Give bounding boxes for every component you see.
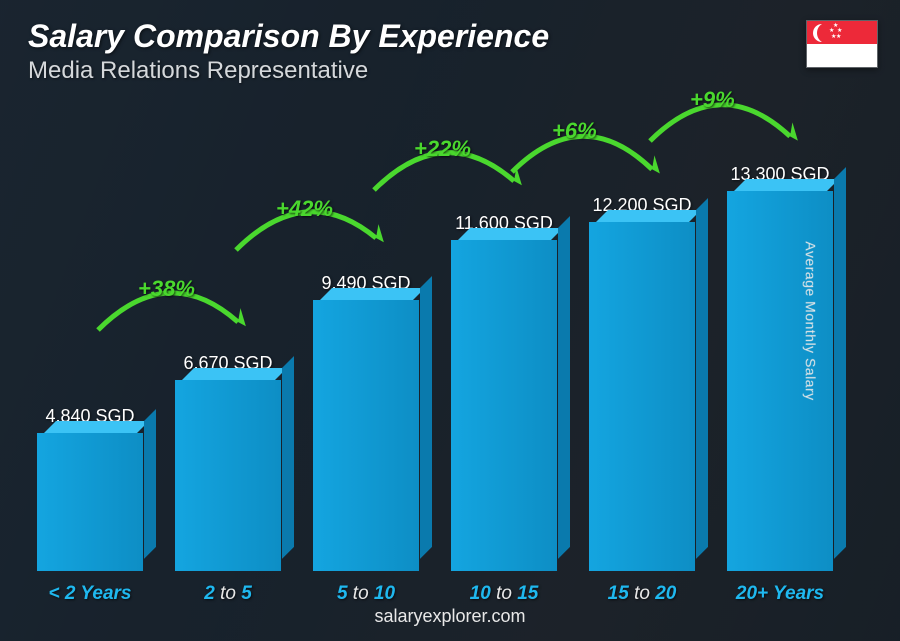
bar-top [320,288,425,300]
bar-front [313,300,419,571]
category-label: 20+ Years [696,583,864,605]
pct-label: +38% [138,276,195,302]
bar-wrap: 12,200 SGD15 to 20+6% [582,195,702,571]
pct-arc: +22% [364,130,524,210]
bar [168,380,288,571]
y-axis-label: Average Monthly Salary [802,241,818,400]
bar [720,191,840,571]
bar-wrap: 4,840 SGD< 2 Years [30,406,150,571]
bar-top [182,368,287,380]
bar-side [696,198,708,559]
bar-top [596,210,701,222]
bar-wrap: 6,670 SGD2 to 5+38% [168,353,288,571]
bar [30,433,150,571]
bar [444,240,564,571]
bar-wrap: 11,600 SGD10 to 15+22% [444,213,564,571]
bar [306,300,426,571]
bar-front [175,380,281,571]
pct-arc: +9% [640,81,800,161]
pct-arc: +38% [88,270,248,350]
bar-top [458,228,563,240]
pct-label: +42% [276,196,333,222]
bar-wrap: 9,490 SGD5 to 10+42% [306,273,426,571]
footer-source: salaryexplorer.com [0,606,900,627]
bar-chart: 4,840 SGD< 2 Years6,670 SGD2 to 5+38%9,4… [30,110,840,571]
pct-arc: +42% [226,190,386,270]
bar-front [37,433,143,571]
pct-arc: +6% [502,112,662,192]
pct-label: +9% [690,87,735,113]
bar-side [282,356,294,559]
pct-label: +22% [414,136,471,162]
chart-title: Salary Comparison By Experience [28,18,872,55]
bar-side [558,216,570,559]
flag-bottom [807,44,877,67]
bar-side [420,276,432,559]
header: Salary Comparison By Experience Media Re… [0,0,900,85]
bar-front [451,240,557,571]
pct-label: +6% [552,118,597,144]
bar-wrap: 13,300 SGD20+ Years+9% [720,164,840,571]
bar-side [144,409,156,559]
country-flag: ★ ★ ★ ★ ★ [806,20,878,68]
bar-side [834,167,846,559]
bar-top [44,421,149,433]
bar-top [734,179,839,191]
bar-front [589,222,695,571]
star-icon: ★ [836,34,841,40]
bar [582,222,702,571]
flag-top: ★ ★ ★ ★ ★ [807,21,877,44]
